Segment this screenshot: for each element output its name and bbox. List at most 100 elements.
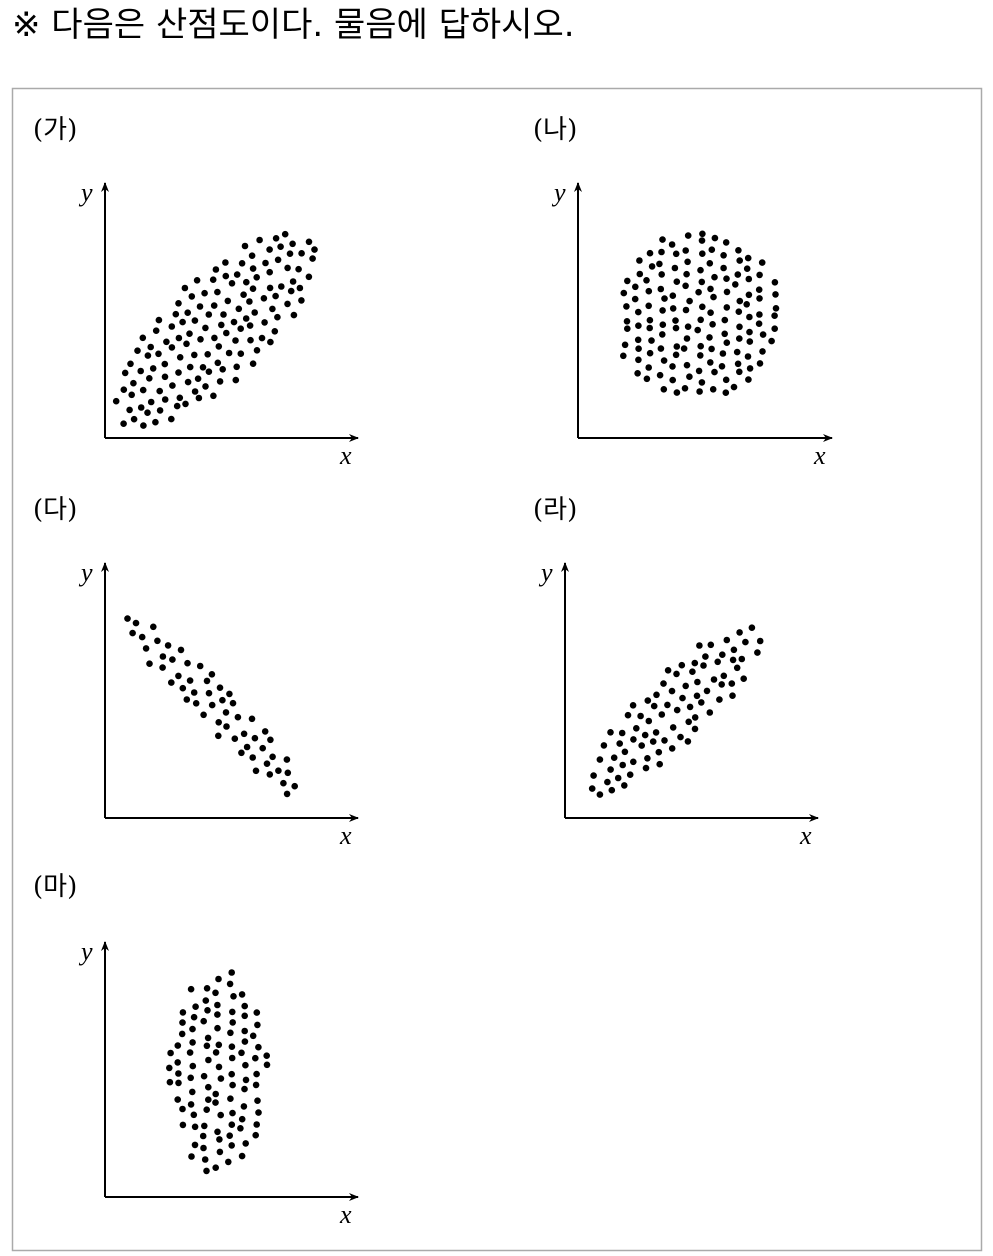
dot <box>305 238 313 246</box>
dot <box>736 629 743 636</box>
dot <box>178 1030 186 1038</box>
dot <box>668 687 676 695</box>
dot <box>590 772 597 779</box>
dot <box>188 1153 195 1160</box>
dot <box>682 306 690 314</box>
dot <box>734 271 742 278</box>
dot <box>220 311 227 318</box>
dot <box>266 284 274 292</box>
dot <box>661 295 668 302</box>
dot <box>623 318 631 325</box>
dot <box>184 378 192 386</box>
dot <box>283 790 291 798</box>
dot <box>621 341 629 349</box>
dot <box>137 404 145 411</box>
dot <box>703 687 711 695</box>
dot <box>746 328 753 336</box>
dot <box>202 324 209 332</box>
dot <box>694 326 701 334</box>
dot <box>600 742 608 749</box>
dot <box>227 1095 234 1102</box>
dot <box>241 1085 248 1093</box>
dot <box>200 1072 208 1080</box>
scatter-panel: (라) y x <box>533 495 819 850</box>
dot <box>205 689 213 697</box>
dot <box>225 1158 232 1166</box>
dot <box>645 287 653 295</box>
dot <box>262 259 269 267</box>
dot <box>681 385 689 392</box>
dot <box>723 288 731 296</box>
dot <box>242 315 250 322</box>
dot <box>633 725 640 732</box>
dot <box>112 397 120 405</box>
dot <box>212 989 219 997</box>
dot <box>673 706 681 714</box>
dot <box>130 415 138 423</box>
dot <box>212 1099 219 1106</box>
dot <box>154 637 161 645</box>
dot <box>155 350 162 358</box>
dot <box>267 338 274 346</box>
dot <box>756 637 764 645</box>
dot <box>254 1097 261 1104</box>
dot <box>610 754 618 761</box>
dot <box>629 702 637 709</box>
dot <box>230 318 238 326</box>
dot <box>219 696 226 704</box>
dot <box>186 1049 194 1056</box>
dot <box>736 297 744 305</box>
dot <box>228 1070 235 1078</box>
dot <box>189 1039 196 1046</box>
dot <box>175 369 182 376</box>
dot <box>232 337 239 344</box>
dot <box>736 335 743 342</box>
dot <box>130 379 137 387</box>
dot <box>258 334 266 342</box>
dot <box>212 1090 219 1098</box>
dot <box>755 320 763 328</box>
dot <box>249 754 256 761</box>
dot <box>656 260 663 268</box>
dot <box>660 680 667 687</box>
dot <box>680 345 688 352</box>
dot <box>144 409 151 417</box>
dot <box>697 316 704 324</box>
dot <box>179 1019 186 1026</box>
dot <box>248 252 256 259</box>
dot <box>249 265 257 272</box>
dot <box>684 232 692 239</box>
dot <box>217 1111 224 1119</box>
dot <box>254 1021 261 1029</box>
dot <box>631 295 639 303</box>
dot <box>203 985 211 992</box>
dot <box>669 376 676 384</box>
dot <box>197 336 204 343</box>
dot <box>166 1064 173 1072</box>
dot <box>237 325 244 333</box>
dot <box>696 388 703 395</box>
dot <box>229 1081 236 1089</box>
dot <box>756 311 763 318</box>
dot <box>696 642 703 649</box>
dot <box>284 300 291 308</box>
dot <box>768 337 775 345</box>
dot <box>711 273 718 281</box>
dot <box>211 334 218 342</box>
y-axis-label: y <box>538 558 553 587</box>
dot <box>208 701 216 709</box>
dot <box>179 318 186 326</box>
dot <box>706 334 713 341</box>
dot <box>630 758 637 766</box>
dot <box>607 729 614 736</box>
dot <box>735 247 742 254</box>
dot <box>203 1167 210 1175</box>
dot <box>733 664 741 672</box>
dot <box>204 351 211 358</box>
x-axis-label: x <box>339 441 352 470</box>
dot <box>679 694 686 702</box>
scatter-panel: (가) y x <box>33 115 359 470</box>
dot <box>186 330 193 338</box>
dot <box>743 265 751 273</box>
